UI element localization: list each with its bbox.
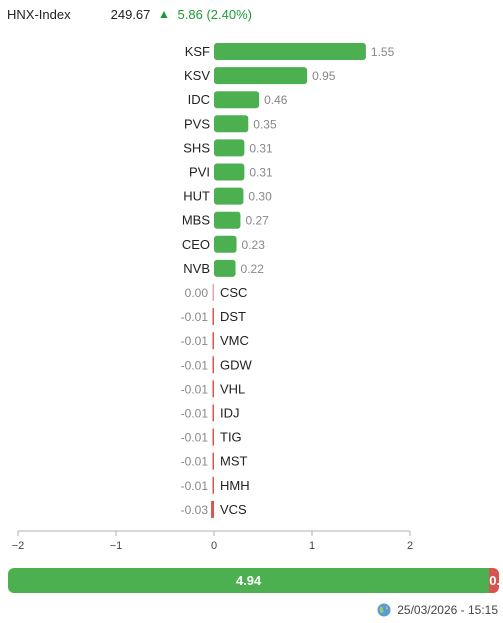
value-label: 0.35 [253, 117, 277, 131]
bar-idc [214, 91, 260, 109]
value-label: 0.00 [185, 286, 209, 300]
footer: 25/03/2026 - 15:15 [377, 603, 498, 617]
index-value: 249.67 [110, 7, 151, 22]
bar-hmh [212, 476, 214, 494]
summary-positive: 4.94 [8, 568, 490, 593]
value-label: 0.31 [249, 141, 273, 155]
bar-vhl [212, 380, 214, 398]
bar-nvb [214, 259, 236, 277]
index-header: HNX-Index 249.67 ▲ 5.86 (2.40%) [7, 7, 252, 25]
category-label: MST [220, 454, 248, 469]
x-tick-label: 1 [309, 540, 315, 552]
value-label: -0.01 [181, 358, 209, 372]
value-label: 0.46 [264, 93, 288, 107]
value-label: -0.01 [181, 310, 209, 324]
bar-vcs [211, 500, 214, 518]
summary-negative: 0.10 [489, 568, 499, 593]
bar-pvi [214, 163, 245, 181]
category-label: GDW [220, 357, 253, 372]
index-name: HNX-Index [7, 7, 71, 22]
category-label: VMC [220, 333, 249, 348]
bars-layer: KSF 1.55 KSV 0.95 IDC 0.46 PVS 0.35 SHS 0.31 PVI 0.… [181, 43, 395, 518]
value-label: -0.01 [181, 382, 209, 396]
value-label: -0.01 [181, 455, 209, 469]
bar-idj [212, 404, 214, 422]
value-label: 0.31 [249, 166, 273, 180]
category-label: CEO [182, 237, 210, 252]
x-tick-label: 2 [407, 540, 413, 552]
index-change: 5.86 (2.40%) [177, 7, 252, 22]
x-axis: −2 −1 0 1 2 [12, 530, 413, 552]
value-label: -0.03 [181, 503, 209, 517]
bar-mst [212, 452, 214, 470]
category-label: HMH [220, 478, 250, 493]
value-label: 0.27 [245, 214, 269, 228]
bar-csc [212, 284, 214, 301]
contribution-bar-chart: KSF 1.55 KSV 0.95 IDC 0.46 PVS 0.35 SHS 0.31 PVI 0.… [12, 43, 413, 552]
x-tick-label: −1 [110, 540, 123, 552]
category-label: KSF [185, 44, 210, 59]
category-label: PVS [184, 116, 210, 131]
category-label: SHS [183, 140, 210, 155]
value-label: -0.01 [181, 334, 209, 348]
bar-ksf [214, 43, 366, 60]
bar-hut [214, 187, 244, 205]
x-tick-label: −2 [12, 540, 25, 552]
value-label: 0.95 [312, 69, 336, 83]
value-label: 0.23 [242, 238, 266, 252]
category-label: VHL [220, 381, 245, 396]
category-label: IDJ [220, 406, 240, 421]
bar-dst [212, 308, 214, 326]
value-label: -0.01 [181, 407, 209, 421]
globe-icon [377, 603, 391, 617]
category-label: NVB [183, 261, 210, 276]
bar-pvs [214, 115, 249, 133]
category-label: KSV [184, 68, 210, 83]
up-arrow-icon: ▲ [158, 7, 170, 21]
timestamp: 25/03/2026 - 15:15 [397, 603, 498, 617]
bar-vmc [212, 332, 214, 350]
bar-ceo [214, 235, 237, 253]
category-label: MBS [182, 213, 211, 228]
category-label: VCS [220, 502, 247, 517]
bar-ksv [214, 67, 308, 85]
bar-tig [212, 428, 214, 446]
category-label: DST [220, 309, 246, 324]
value-label: 0.30 [248, 190, 272, 204]
bar-gdw [212, 356, 214, 374]
summary-bar: 4.94 0.10 [8, 568, 499, 593]
category-label: HUT [183, 189, 210, 204]
value-label: 0.22 [241, 262, 265, 276]
category-label: PVI [189, 165, 210, 180]
x-tick-label: 0 [211, 540, 217, 552]
bar-mbs [214, 211, 241, 229]
value-label: 1.55 [371, 45, 395, 59]
category-label: TIG [220, 430, 242, 445]
value-label: -0.01 [181, 431, 209, 445]
value-label: -0.01 [181, 479, 209, 493]
category-label: CSC [220, 285, 247, 300]
bar-shs [214, 139, 245, 157]
category-label: IDC [188, 92, 210, 107]
